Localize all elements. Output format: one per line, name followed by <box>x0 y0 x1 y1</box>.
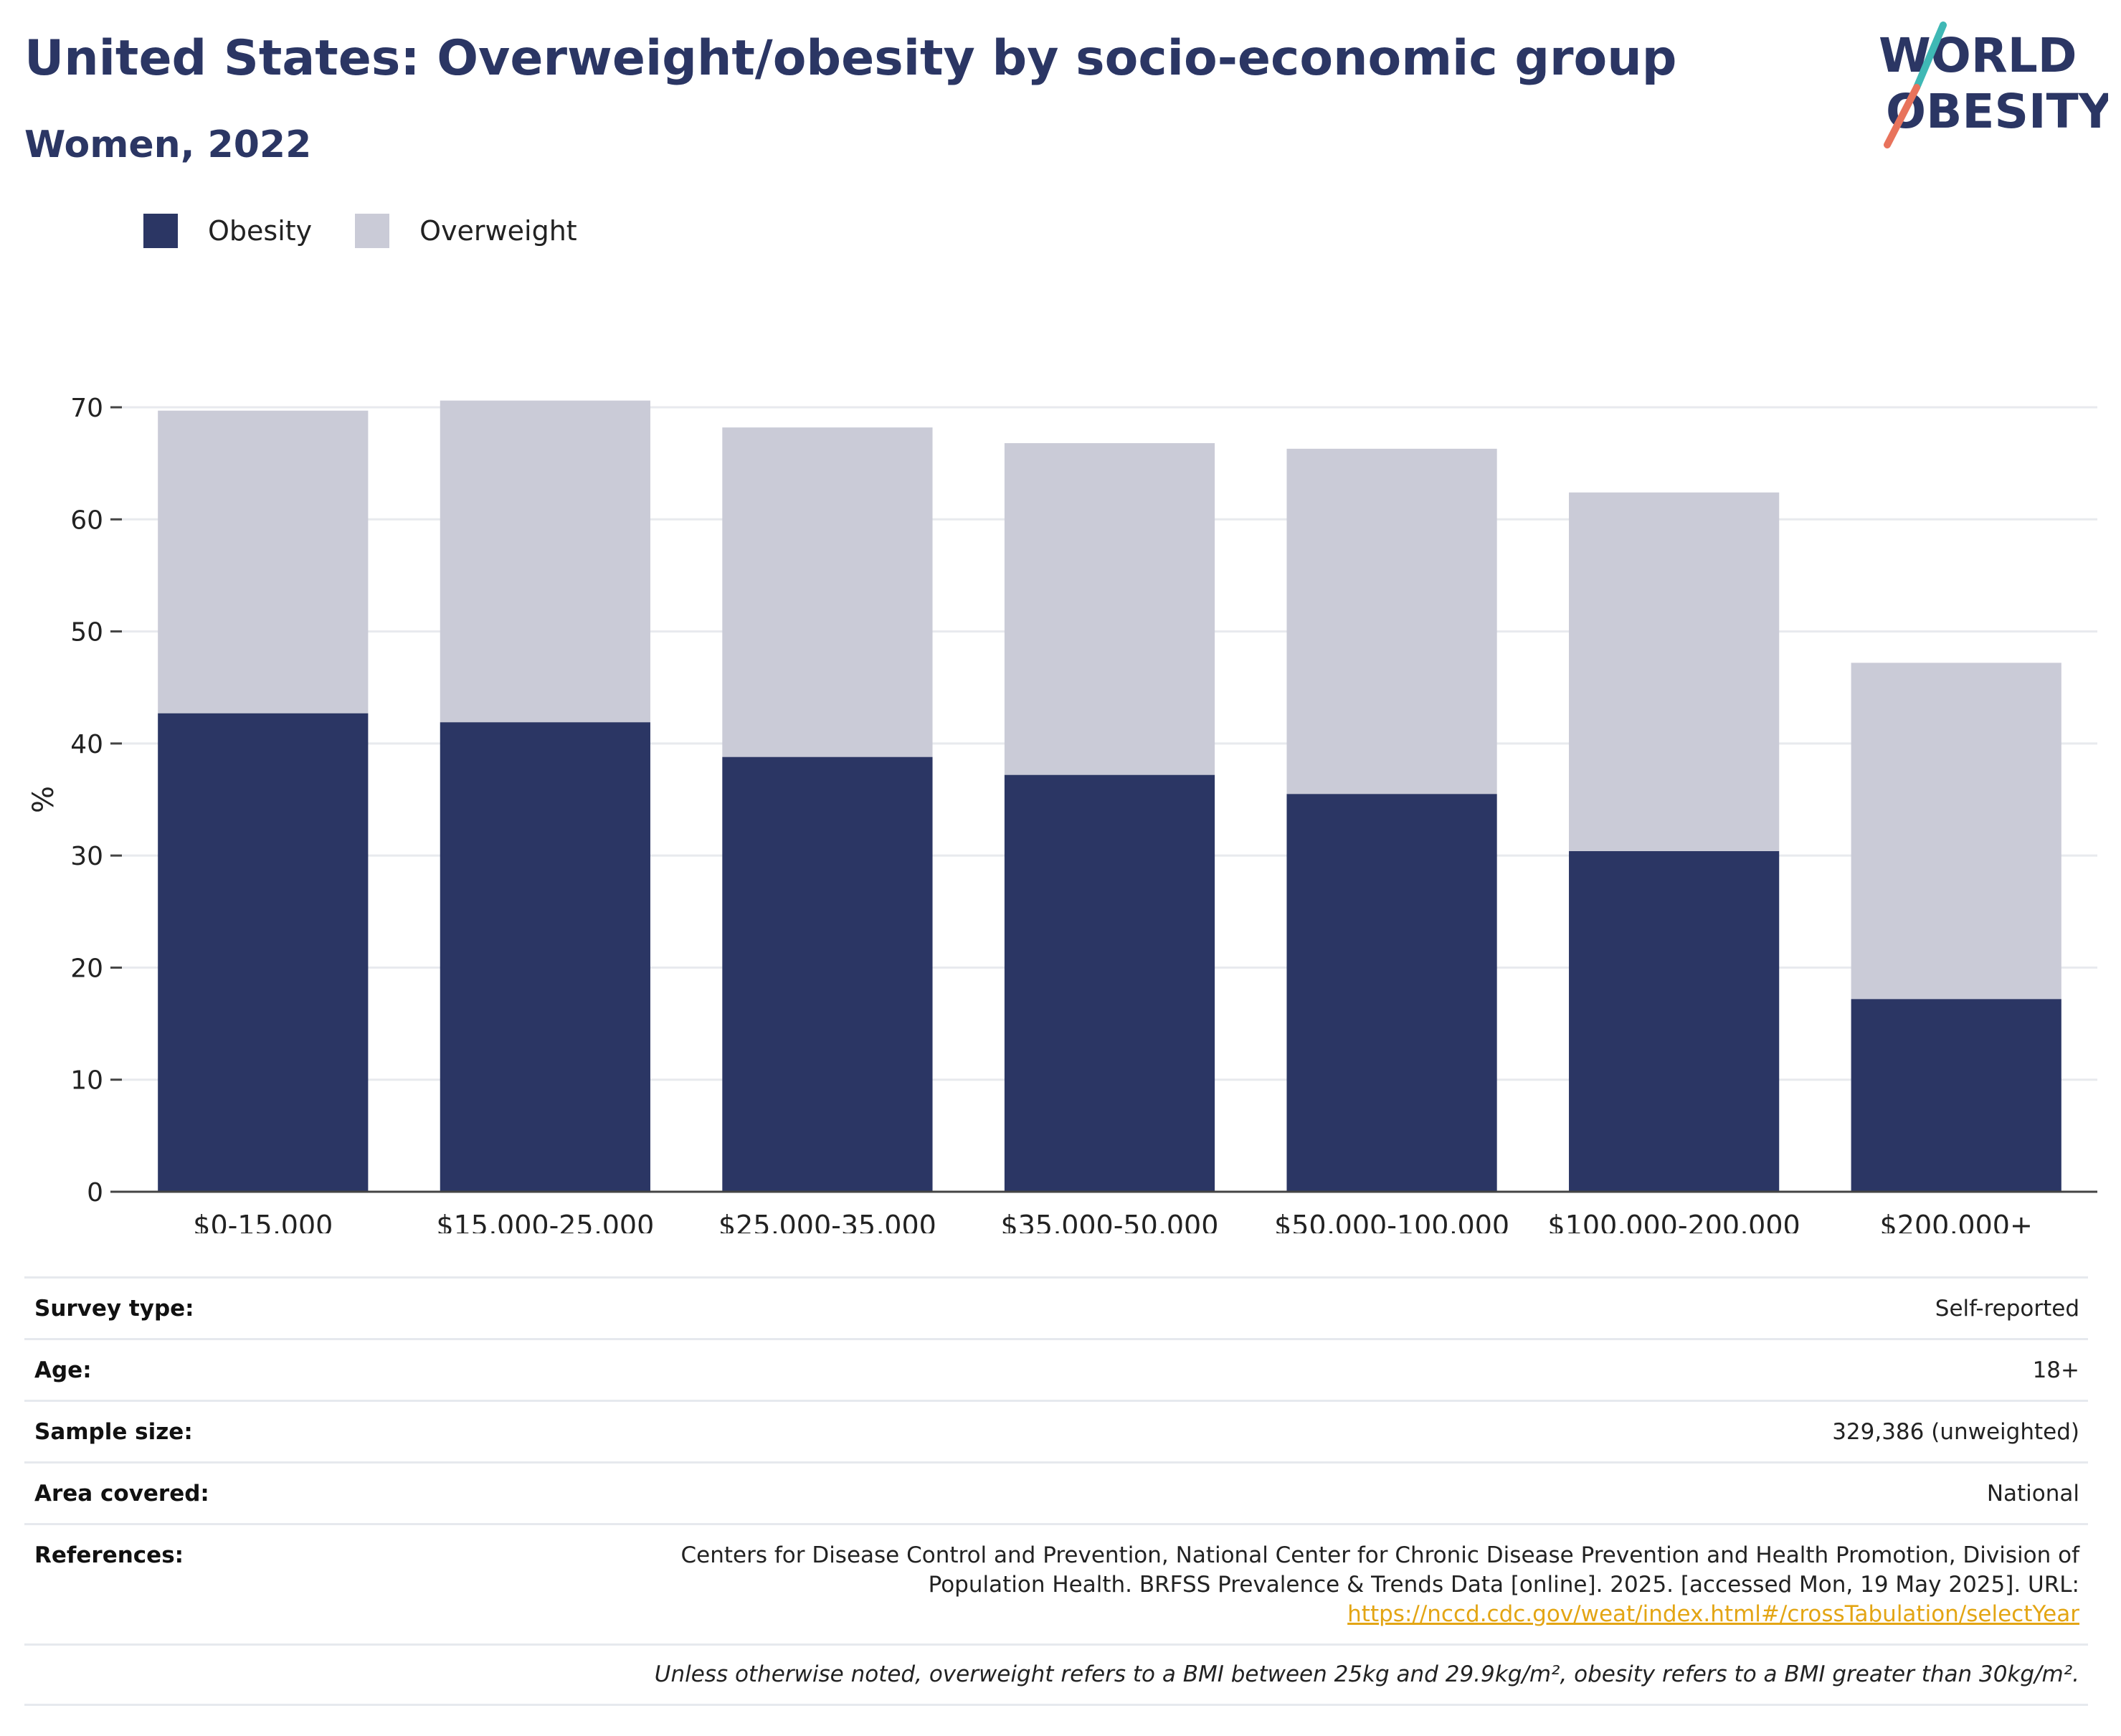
y-tick-label: 30 <box>70 842 103 871</box>
bar-obesity-4 <box>1286 794 1497 1192</box>
y-tick-label: 50 <box>70 618 103 648</box>
bar-overweight-1 <box>440 400 650 723</box>
references-value: Centers for Disease Control and Preventi… <box>681 1541 2080 1629</box>
chart-title: United States: Overweight/obesity by soc… <box>24 30 1677 87</box>
meta-row-references: References: Centers for Disease Control … <box>24 1523 2088 1643</box>
bar-obesity-0 <box>158 713 369 1192</box>
area-covered-label: Area covered: <box>34 1481 209 1507</box>
legend-item-overweight[interactable]: Overweight <box>355 214 577 248</box>
bar-overweight-2 <box>722 427 933 757</box>
legend-label-obesity: Obesity <box>208 215 313 247</box>
meta-row-age: Age: 18+ <box>24 1338 2088 1400</box>
meta-row-survey-type: Survey type: Self-reported <box>24 1276 2088 1338</box>
bar-obesity-5 <box>1569 850 1780 1192</box>
x-tick-label: $100,000-200,000 <box>1548 1210 1800 1233</box>
bar-overweight-0 <box>158 410 369 713</box>
x-tick-label: $25,000-35,000 <box>718 1210 936 1233</box>
bar-obesity-2 <box>722 756 933 1192</box>
references-label: References: <box>34 1542 184 1568</box>
stacked-bar-chart: 0 10 20 30 40 50 60 70% $0-15,000 $15,000-25,000 $… <box>27 394 2097 1233</box>
legend-swatch-obesity <box>143 214 178 248</box>
bar-overweight-6 <box>1851 663 2061 1000</box>
metadata-table: Survey type: Self-reported Age: 18+ Samp… <box>24 1276 2088 1706</box>
x-tick-label: $50,000-100,000 <box>1274 1210 1509 1233</box>
bar-obesity-6 <box>1851 999 2061 1192</box>
bmi-footnote: Unless otherwise noted, overweight refer… <box>24 1643 2088 1706</box>
logo-line1: WORLD <box>1879 28 2077 83</box>
sample-size-value: 329,386 (unweighted) <box>1832 1419 2079 1445</box>
legend-swatch-overweight <box>355 214 390 248</box>
world-obesity-logo: WORLD OBESITY <box>1879 22 2108 148</box>
survey-type-value: Self-reported <box>1935 1296 2079 1322</box>
legend: Obesity Overweight <box>143 214 620 248</box>
y-tick-label: 70 <box>70 394 103 423</box>
y-tick-label: 60 <box>70 506 103 535</box>
logo-slash-coral <box>1884 84 1920 148</box>
legend-label-overweight: Overweight <box>419 215 577 247</box>
age-label: Age: <box>34 1357 92 1383</box>
references-line2: Population Health. BRFSS Prevalence & Tr… <box>928 1572 2079 1598</box>
bar-obesity-3 <box>1004 774 1215 1192</box>
x-tick-label: $200,000+ <box>1880 1210 2033 1233</box>
x-tick-label: $0-15,000 <box>193 1210 333 1233</box>
logo-slash-teal <box>1913 22 1947 91</box>
y-tick-label: 0 <box>87 1178 103 1208</box>
y-tick-label: 40 <box>70 730 103 759</box>
x-tick-label: $35,000-50,000 <box>1001 1210 1219 1233</box>
age-value: 18+ <box>2032 1357 2079 1383</box>
x-tick-label: $15,000-25,000 <box>436 1210 654 1233</box>
y-tick-label: 20 <box>70 954 103 983</box>
references-line1: Centers for Disease Control and Preventi… <box>680 1542 2080 1568</box>
bar-overweight-3 <box>1004 443 1215 775</box>
references-url-link[interactable]: https://nccd.cdc.gov/weat/index.html#/cr… <box>1347 1601 2079 1627</box>
logo-line2: OBESITY <box>1886 84 2108 139</box>
meta-row-area-covered: Area covered: National <box>24 1461 2088 1523</box>
bar-overweight-4 <box>1286 448 1497 795</box>
sample-size-label: Sample size: <box>34 1419 193 1445</box>
survey-type-label: Survey type: <box>34 1296 194 1322</box>
bar-obesity-1 <box>440 722 650 1192</box>
bar-overweight-5 <box>1569 492 1780 851</box>
y-tick-label: 10 <box>70 1066 103 1096</box>
y-axis-label: % <box>27 786 60 813</box>
chart-subtitle: Women, 2022 <box>24 123 312 166</box>
area-covered-value: National <box>1986 1481 2079 1507</box>
legend-item-obesity[interactable]: Obesity <box>143 214 312 248</box>
meta-row-sample-size: Sample size: 329,386 (unweighted) <box>24 1400 2088 1461</box>
